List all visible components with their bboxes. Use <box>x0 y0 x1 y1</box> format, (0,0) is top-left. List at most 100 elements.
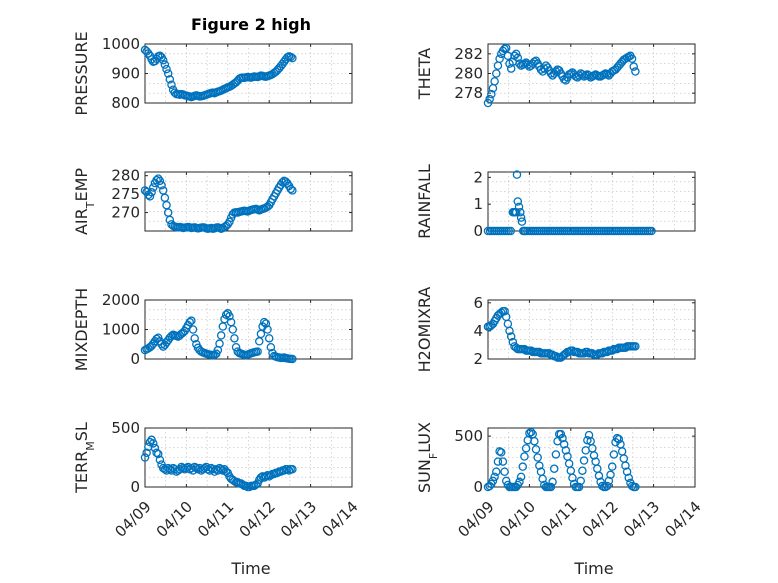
data-point <box>155 455 165 465</box>
data-point <box>162 64 171 74</box>
data-point <box>559 440 569 449</box>
data-point <box>546 482 556 492</box>
data-point <box>261 319 271 328</box>
data-point <box>505 326 514 336</box>
data-point <box>594 471 604 481</box>
data-point <box>607 462 617 471</box>
xtick-label: 04/11 <box>194 498 237 541</box>
data-point <box>602 481 612 491</box>
ylabel: TERRMSL <box>72 422 97 494</box>
ylabel-tail: SL <box>72 422 91 441</box>
data-point <box>512 170 522 179</box>
ylabel-main: AIR <box>72 208 91 235</box>
data-point <box>142 448 151 458</box>
data-point <box>530 436 539 446</box>
data-point <box>286 52 295 62</box>
data-point <box>624 473 634 483</box>
data-point <box>511 49 521 59</box>
data-point <box>149 439 158 448</box>
ylabel: PRESSURE <box>72 31 91 115</box>
ytick-label: 282 <box>454 45 483 63</box>
data-point <box>622 467 632 476</box>
data-point <box>506 226 516 236</box>
ytick-label: 6 <box>473 294 483 312</box>
data-point <box>548 477 557 487</box>
ytick-label: 500 <box>111 419 140 437</box>
data-point <box>496 448 506 457</box>
data-point <box>158 55 168 65</box>
xtick-label: 04/14 <box>661 498 704 541</box>
data-point <box>576 476 585 486</box>
xtick-label: 04/12 <box>579 498 622 541</box>
data-point <box>190 334 199 343</box>
data-point <box>627 54 637 64</box>
data-point <box>631 342 640 351</box>
data-point <box>153 449 163 459</box>
xtick-label: 04/10 <box>496 498 539 541</box>
ytick-label: 1 <box>473 195 483 213</box>
data-point <box>495 447 504 456</box>
ytick-label: 280 <box>454 65 483 83</box>
data-point <box>288 354 297 364</box>
data-point <box>266 342 276 352</box>
axes-mixdepth: 0 1000 2000 MIXDEPTH <box>72 288 353 371</box>
ytick-label: 800 <box>111 94 140 112</box>
data-point <box>500 306 509 316</box>
data-point <box>516 213 526 222</box>
data-point <box>579 456 589 465</box>
data-point <box>647 226 656 236</box>
data-point <box>140 453 150 462</box>
xtick-label: 04/13 <box>620 498 663 541</box>
data-point <box>163 69 173 78</box>
data-point <box>152 448 161 458</box>
data-point <box>492 69 501 78</box>
data-point <box>516 207 525 217</box>
ytick-label: 0 <box>130 478 140 496</box>
axes-h2omixra: 2 4 6 H2OMIXRA <box>415 287 696 372</box>
data-point <box>526 427 536 437</box>
data-point <box>490 472 499 482</box>
data-point <box>153 174 163 183</box>
data-point <box>584 430 594 440</box>
data-point <box>485 94 494 104</box>
data-point <box>631 482 640 492</box>
data-point <box>155 176 165 186</box>
ylabel: THETA <box>415 48 434 100</box>
ylabel-sub: M <box>84 441 97 451</box>
ylabel-sub: F <box>427 453 440 459</box>
ylabel-tail: LUX <box>415 422 434 453</box>
xlabel-right: Time <box>573 559 613 578</box>
data-point <box>188 325 198 334</box>
xtick-label: 04/09 <box>454 498 497 541</box>
data-point <box>513 197 523 206</box>
ytick-label: 0 <box>473 222 483 240</box>
data-point <box>556 429 566 439</box>
ylabel: AIRTEMP <box>72 168 97 235</box>
data-point <box>225 311 234 321</box>
ylabel: SUNFLUX <box>415 422 440 493</box>
data-point <box>283 465 292 474</box>
xtick-label: 04/12 <box>236 498 279 541</box>
ytick-label: 2000 <box>102 291 140 309</box>
ylabel-main: SUN <box>415 459 434 493</box>
data-point <box>609 450 619 459</box>
data-point <box>483 98 493 108</box>
data-point <box>278 178 287 187</box>
ytick-label: 1000 <box>102 321 140 339</box>
ytick-label: 2 <box>473 350 483 368</box>
data-point <box>614 434 624 444</box>
data-point <box>568 473 577 483</box>
data-point <box>621 461 630 470</box>
xtick-label: 04/11 <box>537 498 580 541</box>
figure-title: Figure 2 high <box>191 15 311 34</box>
data-point <box>538 474 547 484</box>
data-point <box>488 476 498 486</box>
data-point <box>518 462 528 471</box>
data-point <box>506 332 516 341</box>
data-point <box>187 316 196 325</box>
ylabel-sub: T <box>84 201 97 209</box>
data-point <box>517 217 527 226</box>
